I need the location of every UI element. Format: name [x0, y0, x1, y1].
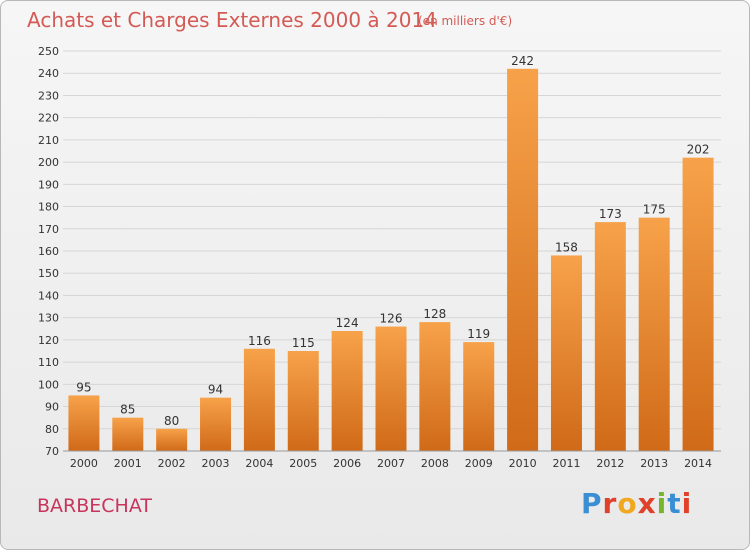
y-tick-label: 70 [45, 445, 59, 458]
bar-2002 [156, 428, 188, 451]
x-tick-label: 2003 [202, 457, 230, 470]
y-tick-label: 250 [38, 45, 59, 58]
y-tick-label: 180 [38, 201, 59, 214]
x-tick-label: 2011 [552, 457, 580, 470]
data-label: 115 [292, 336, 315, 350]
x-tick-label: 2002 [158, 457, 186, 470]
bar-2010 [507, 68, 539, 452]
x-tick-label: 2000 [70, 457, 98, 470]
x-tick-label: 2008 [421, 457, 449, 470]
data-label: 128 [423, 307, 446, 321]
logo-letter: x [637, 487, 657, 520]
bar-2000 [68, 395, 100, 451]
bar-2009 [463, 342, 495, 451]
logo-letter: o [617, 487, 638, 520]
bar-2005 [287, 351, 319, 451]
logo-letter: t [667, 487, 682, 520]
data-label: 242 [511, 54, 534, 68]
x-tick-label: 2007 [377, 457, 405, 470]
bar-2004 [243, 348, 275, 451]
y-tick-label: 230 [38, 89, 59, 102]
x-tick-label: 2013 [640, 457, 668, 470]
y-tick-label: 220 [38, 112, 59, 125]
y-tick-label: 90 [45, 401, 59, 414]
bar-2007 [375, 326, 407, 451]
proxiti-logo: Proxiti [581, 487, 692, 520]
bar-2013 [638, 217, 670, 451]
x-tick-label: 2012 [596, 457, 624, 470]
data-label: 119 [467, 327, 490, 341]
y-tick-label: 100 [38, 378, 59, 391]
x-tick-label: 2001 [114, 457, 142, 470]
logo-letter: i [681, 487, 693, 520]
y-tick-label: 110 [38, 356, 59, 369]
y-tick-label: 120 [38, 334, 59, 347]
y-tick-label: 190 [38, 178, 59, 191]
y-tick-label: 170 [38, 223, 59, 236]
y-tick-label: 140 [38, 289, 59, 302]
data-label: 158 [555, 240, 578, 254]
data-label: 116 [248, 334, 271, 348]
chart-unit-label: (en milliers d'€) [418, 14, 513, 28]
bar-2014 [682, 157, 714, 451]
x-tick-label: 2006 [333, 457, 361, 470]
bar-2006 [331, 331, 363, 451]
bar-2012 [594, 222, 626, 451]
y-tick-label: 150 [38, 267, 59, 280]
x-tick-label: 2014 [684, 457, 712, 470]
chart-title: Achats et Charges Externes 2000 à 2014 [27, 8, 437, 32]
logo-letter: P [581, 487, 603, 520]
data-label: 95 [76, 380, 91, 394]
bar-2001 [112, 417, 144, 451]
y-tick-label: 80 [45, 423, 59, 436]
bar-2003 [200, 397, 232, 451]
logo-letter: r [602, 487, 618, 520]
y-tick-label: 240 [38, 67, 59, 80]
bar-2008 [419, 322, 451, 451]
commune-name: BARBECHAT [37, 495, 152, 517]
data-label: 175 [643, 203, 666, 217]
x-tick-label: 2005 [289, 457, 317, 470]
x-tick-label: 2010 [509, 457, 537, 470]
data-label: 173 [599, 207, 622, 221]
y-tick-label: 210 [38, 134, 59, 147]
data-label: 85 [120, 403, 135, 417]
data-label: 124 [336, 316, 359, 330]
data-label: 94 [208, 383, 223, 397]
bar-2011 [550, 255, 582, 451]
data-label: 202 [687, 143, 710, 157]
y-tick-label: 130 [38, 312, 59, 325]
data-label: 126 [380, 312, 403, 326]
data-label: 80 [164, 414, 179, 428]
x-tick-label: 2009 [465, 457, 493, 470]
x-tick-label: 2004 [245, 457, 273, 470]
y-tick-label: 160 [38, 245, 59, 258]
logo-letter: i [656, 487, 668, 520]
y-tick-label: 200 [38, 156, 59, 169]
